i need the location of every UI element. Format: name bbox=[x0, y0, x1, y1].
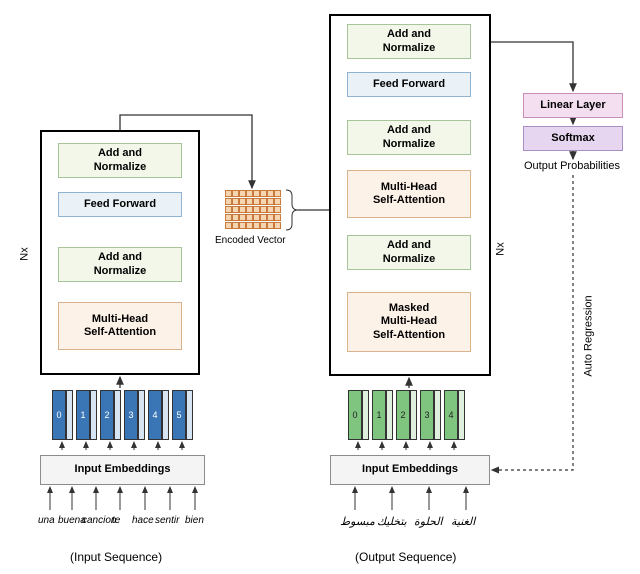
encoder-token: 0 bbox=[52, 390, 66, 440]
encoder-input-embeddings: Input Embeddings bbox=[40, 455, 205, 485]
encoder-nx-label: Nx bbox=[19, 247, 31, 260]
encoder-pos-token bbox=[66, 390, 73, 440]
encoder-mhsa: Multi-HeadSelf-Attention bbox=[58, 302, 182, 350]
decoder-nx-label: Nx bbox=[495, 242, 507, 255]
decoder-token: 1 bbox=[372, 390, 386, 440]
block-label: Input Embeddings bbox=[362, 463, 458, 476]
encoder-token: 4 bbox=[148, 390, 162, 440]
output-sequence-label: (Output Sequence) bbox=[355, 550, 456, 564]
encoder-pos-token bbox=[138, 390, 145, 440]
auto-regression-label: Auto Regression bbox=[583, 295, 595, 376]
encoded-vector-label: Encoded Vector bbox=[215, 235, 286, 246]
decoder-pos-token bbox=[434, 390, 441, 440]
block-label: Input Embeddings bbox=[75, 463, 171, 476]
encoder-addnorm2: Add andNormalize bbox=[58, 143, 182, 178]
encoder-token-bar: 012345 bbox=[52, 390, 193, 440]
decoder-input-word: مبسوط bbox=[340, 515, 375, 528]
encoder-feedforward: Feed Forward bbox=[58, 192, 182, 217]
block-label: Linear Layer bbox=[540, 99, 605, 112]
encoder-token: 3 bbox=[124, 390, 138, 440]
softmax: Softmax bbox=[523, 126, 623, 151]
decoder-token-bar: 01234 bbox=[348, 390, 465, 440]
block-label: Add andNormalize bbox=[383, 124, 436, 150]
encoder-token: 1 bbox=[76, 390, 90, 440]
block-label: Add andNormalize bbox=[94, 147, 147, 173]
block-label: Add andNormalize bbox=[383, 28, 436, 54]
decoder-pos-token bbox=[458, 390, 465, 440]
decoder-input-word: بتخليك bbox=[377, 515, 407, 528]
encoder-input-word: te bbox=[112, 515, 120, 526]
decoder-pos-token bbox=[410, 390, 417, 440]
encoder-pos-token bbox=[90, 390, 97, 440]
block-label: Add andNormalize bbox=[94, 251, 147, 277]
block-label: MaskedMulti-HeadSelf-Attention bbox=[373, 302, 445, 342]
decoder-input-word: الغنية bbox=[451, 515, 475, 528]
decoder-addnorm1: Add andNormalize bbox=[347, 235, 471, 270]
encoder-pos-token bbox=[114, 390, 121, 440]
encoder-pos-token bbox=[186, 390, 193, 440]
block-label: Feed Forward bbox=[84, 198, 156, 211]
encoder-input-word: bien bbox=[185, 515, 204, 526]
encoded-vector bbox=[225, 190, 281, 230]
block-label: Multi-HeadSelf-Attention bbox=[84, 313, 156, 339]
encoder-token: 2 bbox=[100, 390, 114, 440]
encoder-token: 5 bbox=[172, 390, 186, 440]
decoder-addnorm2: Add andNormalize bbox=[347, 120, 471, 155]
decoder-token: 3 bbox=[420, 390, 434, 440]
decoder-addnorm3: Add andNormalize bbox=[347, 24, 471, 59]
decoder-mhsa: Multi-HeadSelf-Attention bbox=[347, 170, 471, 218]
block-label: Softmax bbox=[551, 132, 594, 145]
encoder-input-word: hace bbox=[132, 515, 154, 526]
decoder-token: 0 bbox=[348, 390, 362, 440]
encoder-input-word: una bbox=[38, 515, 55, 526]
block-label: Multi-HeadSelf-Attention bbox=[373, 181, 445, 207]
encoder-addnorm1: Add andNormalize bbox=[58, 247, 182, 282]
encoder-pos-token bbox=[162, 390, 169, 440]
block-label: Feed Forward bbox=[373, 78, 445, 91]
decoder-token: 2 bbox=[396, 390, 410, 440]
input-sequence-label: (Input Sequence) bbox=[70, 550, 162, 564]
decoder-masked-mhsa: MaskedMulti-HeadSelf-Attention bbox=[347, 292, 471, 352]
block-label: Add andNormalize bbox=[383, 239, 436, 265]
decoder-input-embeddings: Input Embeddings bbox=[330, 455, 490, 485]
encoder-input-word: sentir bbox=[155, 515, 179, 526]
decoder-pos-token bbox=[362, 390, 369, 440]
linear-layer: Linear Layer bbox=[523, 93, 623, 118]
output-probabilities-label: Output Probabilities bbox=[524, 160, 620, 172]
decoder-token: 4 bbox=[444, 390, 458, 440]
decoder-input-word: الحلوة bbox=[414, 515, 443, 528]
decoder-feedforward: Feed Forward bbox=[347, 72, 471, 97]
decoder-pos-token bbox=[386, 390, 393, 440]
